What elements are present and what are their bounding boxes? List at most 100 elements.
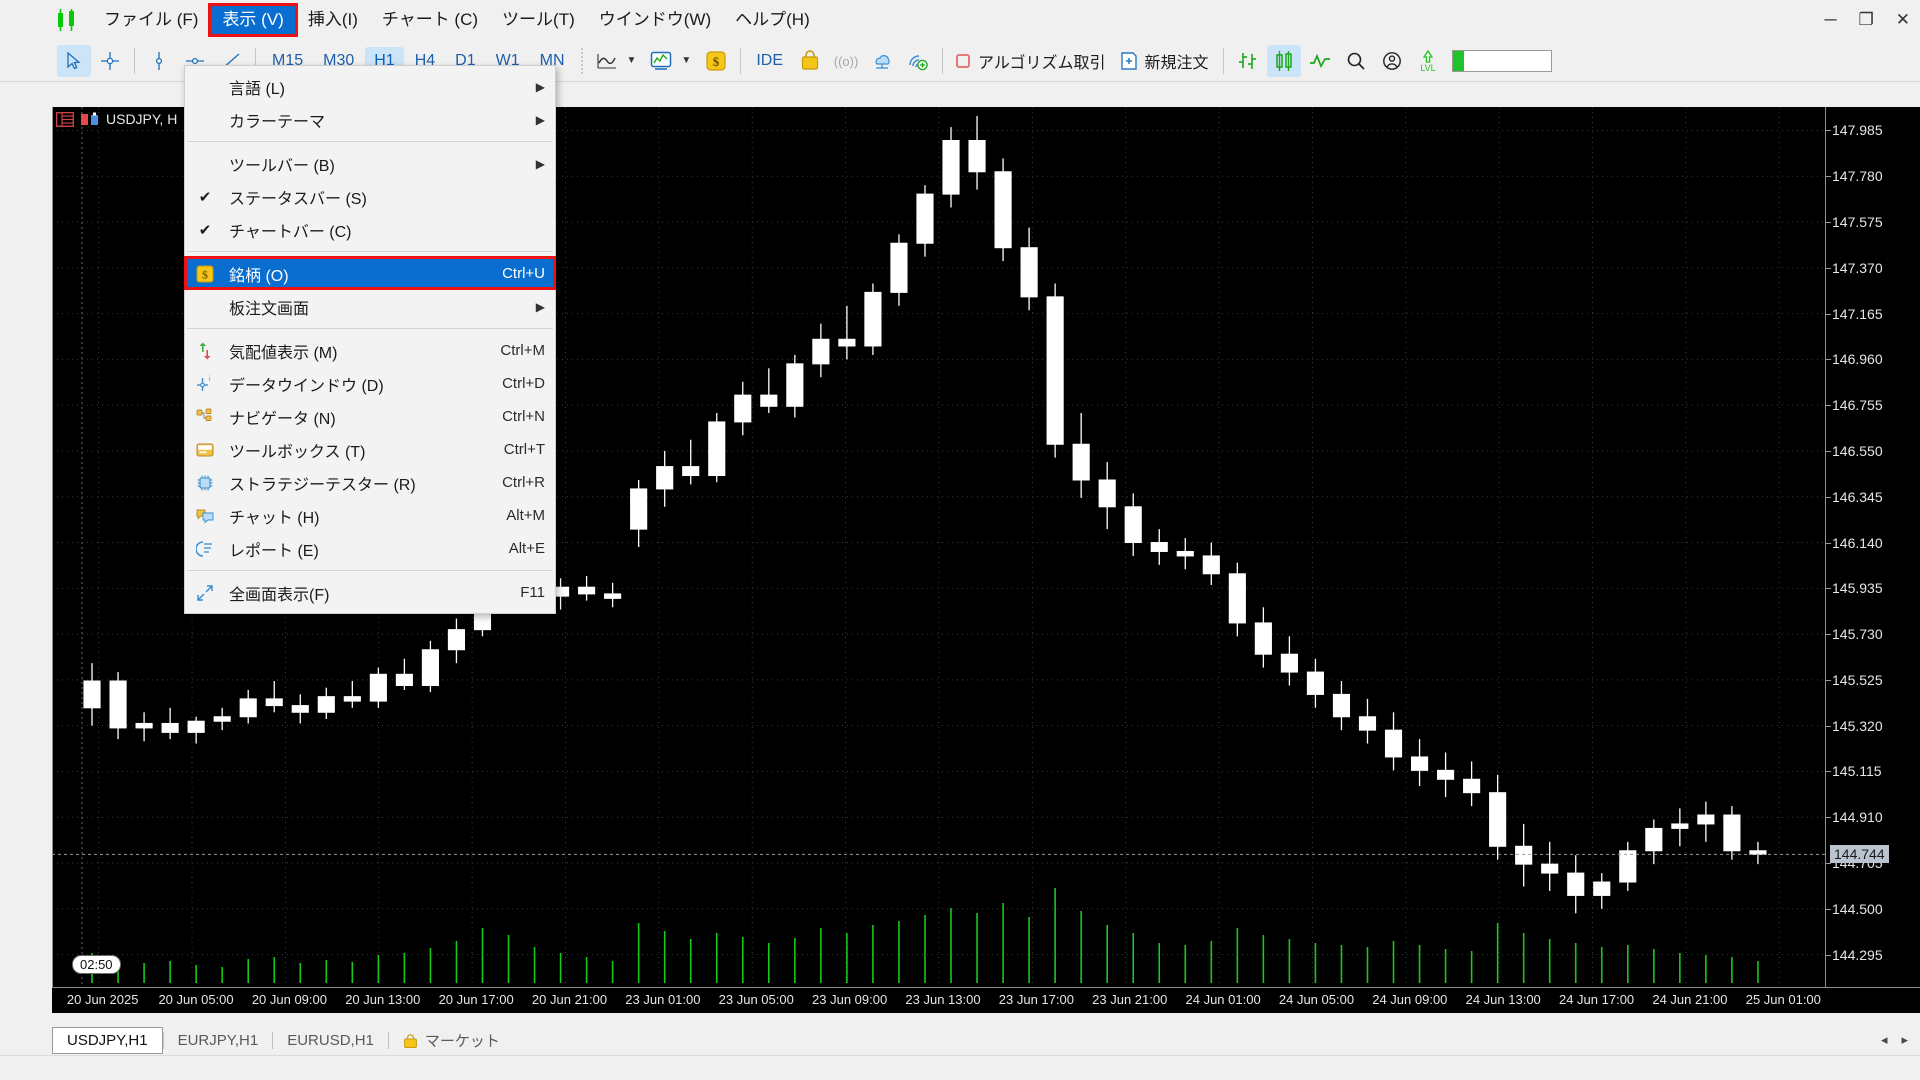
- minimize-button[interactable]: ─: [1824, 10, 1837, 29]
- chart-grid-icon[interactable]: [56, 111, 74, 127]
- crosshair-tool-button[interactable]: [93, 45, 127, 77]
- level-indicator-icon: LVL: [1411, 45, 1445, 77]
- view-menu-item[interactable]: ナビゲータ (N) Ctrl+N: [185, 400, 555, 433]
- vps-cloud-icon[interactable]: [865, 45, 899, 77]
- time-tick-label: 25 Jun 01:00: [1745, 992, 1821, 1007]
- horizontal-line-tool-button[interactable]: [178, 45, 212, 77]
- view-menu-item[interactable]: ツールボックス (T) Ctrl+T: [185, 433, 555, 466]
- chart-tab-label: EURUSD,H1: [287, 1031, 374, 1049]
- line-chart-dropdown-icon[interactable]: ▼: [626, 55, 637, 66]
- timeframe-h4-button[interactable]: H4: [414, 51, 436, 69]
- tab-nav-left[interactable]: ◂: [1880, 1032, 1888, 1047]
- timeframe-mn-button[interactable]: MN: [539, 51, 565, 69]
- close-button[interactable]: ✕: [1895, 10, 1910, 29]
- time-tick-label: 20 Jun 05:00: [158, 992, 234, 1007]
- chart-tab[interactable]: EURJPY,H1: [164, 1028, 273, 1053]
- price-axis[interactable]: 147.985 147.780 147.575 147.370 147.165 146.9…: [1826, 107, 1920, 987]
- chart-tab[interactable]: マーケット: [389, 1026, 514, 1055]
- view-menu-item[interactable]: 気配値表示 (M) Ctrl+M: [185, 334, 555, 367]
- account-icon[interactable]: [1375, 45, 1409, 77]
- timeframe-m15-button[interactable]: M15: [272, 51, 304, 69]
- view-menu-item[interactable]: $ 銘柄 (O) Ctrl+U: [185, 257, 555, 290]
- price-tick-label: 146.345: [1832, 488, 1883, 505]
- algo-trading-button[interactable]: アルゴリズム取引: [949, 46, 1114, 76]
- tab-nav-right[interactable]: ▸: [1901, 1032, 1908, 1047]
- price-tick-mark: [1826, 313, 1831, 315]
- view-menu-item[interactable]: ✔ チャートバー (C): [185, 213, 555, 246]
- connection-level-bar: [1451, 49, 1552, 72]
- view-menu-item[interactable]: レポート (E) Alt+E: [185, 532, 555, 565]
- time-axis[interactable]: 20 Jun 2025 20 Jun 05:00 20 Jun 09:00 20 Ju…: [52, 987, 1920, 1013]
- price-tick-label: 146.140: [1832, 534, 1883, 551]
- view-menu-item-label: ステータスバー (S): [229, 190, 367, 208]
- new-order-button[interactable]: 新規注文: [1114, 46, 1217, 76]
- check-icon: ✔: [198, 188, 212, 206]
- view-menu-item[interactable]: チャット (H) Alt+M: [185, 499, 555, 532]
- price-tick-mark: [1826, 817, 1831, 819]
- indicators-button[interactable]: [644, 45, 678, 77]
- line-chart-button[interactable]: [590, 45, 624, 77]
- indicators-dropdown-icon[interactable]: ▼: [681, 55, 692, 66]
- vertical-line-tool-button[interactable]: [142, 45, 176, 77]
- menu-insert[interactable]: 挿入(I): [307, 10, 358, 29]
- price-tick-label: 144.500: [1832, 900, 1883, 917]
- cursor-tool-button[interactable]: [57, 44, 91, 77]
- price-tick-mark: [1826, 908, 1831, 910]
- chart-tab[interactable]: USDJPY,H1: [52, 1026, 163, 1054]
- price-tick-mark: [1826, 542, 1831, 544]
- menu-tools[interactable]: ツール(T): [502, 10, 575, 29]
- signals-icon[interactable]: ((o)): [829, 45, 863, 77]
- price-tick-label: 146.960: [1832, 351, 1883, 368]
- line-mode-button[interactable]: [1303, 45, 1337, 77]
- timeframe-w1-button[interactable]: W1: [495, 51, 520, 69]
- view-menu-item[interactable]: 全画面表示(F) F11: [185, 576, 555, 609]
- bar-chart-button[interactable]: [1231, 45, 1265, 77]
- view-menu-item-shortcut: F11: [520, 584, 545, 601]
- view-menu-item[interactable]: ストラテジーテスター (R) Ctrl+R: [185, 466, 555, 499]
- add-connection-icon[interactable]: [901, 45, 935, 77]
- view-menu-item[interactable]: カラーテーマ ▶: [185, 103, 555, 136]
- view-menu-item-shortcut: Ctrl+M: [500, 342, 545, 359]
- candlestick-chart-button[interactable]: [1266, 44, 1301, 77]
- view-menu-item[interactable]: 板注文画面 ▶: [185, 290, 555, 323]
- view-menu-item-shortcut: Alt+M: [506, 507, 545, 524]
- view-menu-item-shortcut: Ctrl+N: [502, 408, 545, 425]
- time-tick-label: 23 Jun 05:00: [718, 992, 794, 1007]
- market-bag-icon[interactable]: [793, 45, 827, 77]
- timeframe-m30-button[interactable]: M30: [323, 51, 355, 69]
- time-tick-label: 24 Jun 21:00: [1652, 992, 1728, 1007]
- chart-candles-icon[interactable]: [80, 112, 100, 127]
- symbols-button[interactable]: $: [699, 45, 733, 77]
- menu-file[interactable]: ファイル (F): [104, 10, 199, 29]
- price-tick-mark: [1826, 954, 1831, 956]
- current-price-tag: 144.744: [1830, 845, 1889, 864]
- tab-separator: [162, 1031, 164, 1049]
- maximize-button[interactable]: ❐: [1858, 10, 1874, 29]
- search-icon[interactable]: [1339, 45, 1373, 77]
- report-icon: [193, 538, 217, 560]
- view-menu-item[interactable]: ✔ ステータスバー (S): [185, 180, 555, 213]
- data-window-icon: i: [193, 373, 217, 395]
- view-menu-dropdown[interactable]: 言語 (L) ▶ カラーテーマ ▶ ツールバー (B) ▶ ✔ ステータスバー (S) ✔ チャー…: [184, 65, 556, 614]
- chart-tab[interactable]: EURUSD,H1: [273, 1028, 388, 1053]
- view-menu-item[interactable]: i データウインドウ (D) Ctrl+D: [185, 367, 555, 400]
- svg-text:i: i: [209, 376, 211, 383]
- view-menu-item[interactable]: 言語 (L) ▶: [185, 70, 555, 103]
- view-menu-item-label: 板注文画面: [229, 300, 310, 318]
- view-menu-item[interactable]: ツールバー (B) ▶: [185, 147, 555, 180]
- price-tick-mark: [1826, 634, 1831, 636]
- timeframe-d1-button[interactable]: D1: [455, 51, 476, 69]
- ide-button[interactable]: IDE: [756, 51, 783, 69]
- menu-window[interactable]: ウインドウ(W): [598, 10, 712, 29]
- chevron-right-icon: ▶: [535, 156, 545, 171]
- menu-chart[interactable]: チャート (C): [381, 10, 479, 29]
- time-tick-label: 20 Jun 13:00: [345, 992, 421, 1007]
- menu-help[interactable]: ヘルプ(H): [735, 10, 810, 29]
- price-tick-label: 147.165: [1832, 305, 1883, 322]
- time-tick-label: 20 Jun 21:00: [531, 992, 608, 1007]
- window-controls: ─ ❐ ✕: [1824, 0, 1910, 40]
- price-tick-label: 146.755: [1832, 397, 1883, 414]
- menu-view[interactable]: 表示 (V): [208, 3, 298, 37]
- menu-separator: [187, 570, 553, 571]
- chat-icon: [193, 505, 217, 527]
